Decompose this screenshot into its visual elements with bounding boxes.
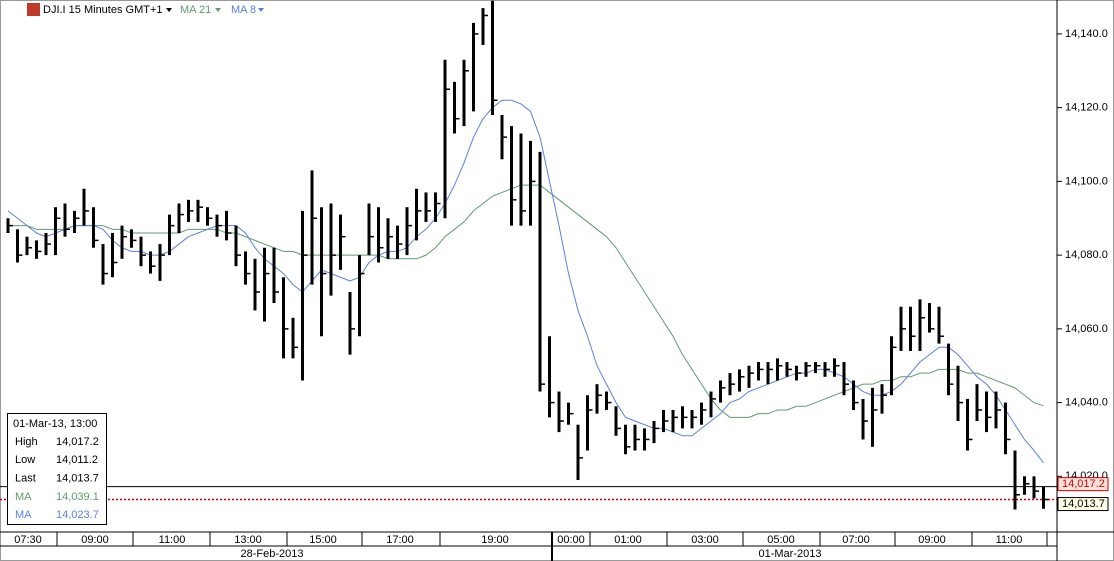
chart-title[interactable]: DJI.I 15 Minutes GMT+1 (43, 4, 163, 16)
date-label: 28-Feb-2013 (241, 548, 304, 560)
x-tick-label: 11:00 (159, 534, 186, 546)
ma-lines (7, 99, 1044, 463)
y-tick-label: 14,100.0 (1065, 175, 1108, 187)
y-tick-label: 14,040.0 (1065, 397, 1108, 409)
x-tick-label: 01:00 (614, 534, 642, 546)
dropdown-arrow[interactable] (258, 8, 264, 12)
info-value: 14,023.7 (56, 509, 99, 521)
y-tick-label: 14,080.0 (1065, 249, 1108, 261)
y-tick-label: 14,140.0 (1065, 28, 1108, 40)
ma-line (7, 99, 1044, 463)
info-label: MA (15, 491, 32, 503)
info-label: High (15, 436, 38, 448)
x-tick-label: 05:00 (767, 534, 795, 546)
legend-ma21[interactable]: MA 21 (180, 4, 211, 16)
info-value: 14,039.1 (56, 491, 99, 503)
x-tick-label: 00:00 (557, 534, 585, 546)
ma-line (8, 184, 1044, 418)
price-box (1057, 497, 1109, 512)
x-tick-label: 13:00 (234, 534, 262, 546)
x-tick-label: 19:00 (481, 534, 509, 546)
x-tick-label: 03:00 (691, 534, 719, 546)
price-box-label: 14,017.2 (1062, 478, 1105, 490)
x-tick-label: 11:00 (996, 534, 1023, 546)
legend-ma8[interactable]: MA 8 (231, 4, 256, 16)
x-tick-label: 07:30 (14, 534, 42, 546)
x-tick-label: 09:00 (918, 534, 946, 546)
price-box-label: 14,013.7 (1062, 498, 1105, 510)
x-tick-label: 07:00 (842, 534, 870, 546)
info-date: 01-Mar-13, 13:00 (13, 418, 97, 430)
x-tick-label: 09:00 (81, 534, 109, 546)
info-label: MA (15, 509, 32, 521)
price-box (1057, 477, 1109, 492)
dropdown-arrow[interactable] (166, 8, 172, 12)
info-value: 14,017.2 (56, 436, 99, 448)
info-value: 14,011.2 (56, 454, 98, 466)
info-box (7, 413, 107, 525)
x-tick-label: 15:00 (309, 534, 337, 546)
dropdown-arrow[interactable] (215, 8, 221, 12)
y-tick-label: 14,060.0 (1065, 323, 1108, 335)
info-label: Last (15, 473, 36, 485)
date-label: 01-Mar-2013 (759, 548, 822, 560)
x-tick-label: 17:00 (386, 534, 414, 546)
info-value: 14,013.7 (56, 473, 99, 485)
instrument-icon[interactable] (27, 3, 40, 16)
y-tick-label: 14,120.0 (1065, 102, 1108, 114)
info-label: Low (15, 454, 35, 466)
